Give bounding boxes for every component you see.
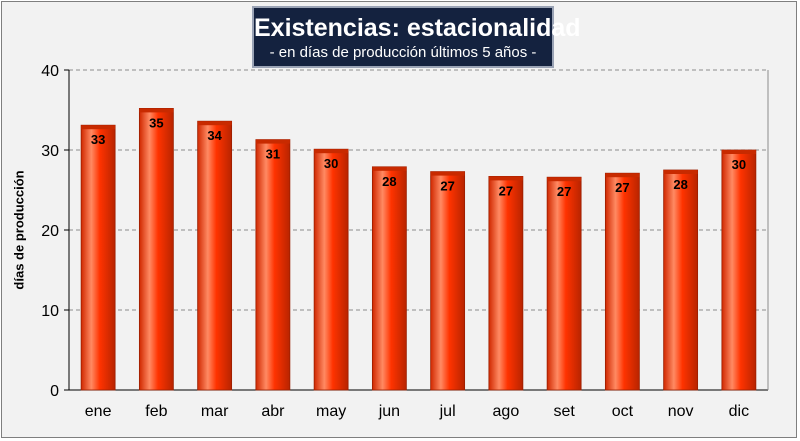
gridlines <box>69 69 768 311</box>
x-tick-label: jun <box>378 403 400 420</box>
axes <box>64 69 769 391</box>
bar-feb <box>138 108 174 391</box>
bar-may <box>313 148 349 391</box>
bar-value-label: 35 <box>149 115 163 130</box>
bar-value-label: 27 <box>557 184 571 199</box>
y-tick-label: 0 <box>50 383 59 400</box>
bar-top-jun <box>372 166 407 171</box>
bar-value-label: 27 <box>440 179 454 194</box>
bar-top-may <box>314 149 349 154</box>
bar-value-label: 28 <box>382 174 396 189</box>
bar-value-label: 30 <box>324 156 338 171</box>
bar-value-label: 27 <box>499 183 513 198</box>
bar-value-label: 27 <box>615 180 629 195</box>
bar-value-label: 30 <box>732 157 746 172</box>
y-tick-label: 40 <box>41 63 59 80</box>
x-tick-label: ene <box>85 403 112 420</box>
x-tick-label: set <box>553 403 575 420</box>
y-tick-label: 20 <box>41 223 59 240</box>
x-tick-label: jul <box>439 403 456 420</box>
bar-dic <box>721 149 757 391</box>
bar-top-dic <box>721 150 756 154</box>
bar-top-oct <box>605 173 640 178</box>
bar-top-set <box>547 177 582 182</box>
bar-top-ene <box>81 125 116 130</box>
x-tick-label: feb <box>145 403 167 420</box>
bar-top-mar <box>197 121 232 126</box>
x-tick-label: dic <box>729 403 749 420</box>
y-tick-labels: 0 10 20 30 40 <box>41 63 59 400</box>
bar-value-label: 33 <box>91 132 105 147</box>
bar-value-label: 31 <box>266 147 280 162</box>
bar-set <box>546 176 582 391</box>
bar-value-label: 34 <box>207 128 222 143</box>
x-tick-label: nov <box>668 403 694 420</box>
bar-jun <box>371 166 407 391</box>
chart-title: Existencias: estacionalidad <box>254 14 581 42</box>
bar-top-feb <box>139 108 174 113</box>
bar-top-jul <box>430 171 465 176</box>
x-tick-label: mar <box>201 403 229 420</box>
bar-mar <box>197 120 233 391</box>
bar-abr <box>255 139 291 391</box>
chart-title-box: Existencias: estacionalidad - en días de… <box>252 6 581 68</box>
y-tick-label: 30 <box>41 143 59 160</box>
bar-value-label: 28 <box>673 177 687 192</box>
chart-subtitle: - en días de producción últimos 5 años - <box>269 44 537 61</box>
x-tick-label: may <box>316 403 346 420</box>
bar-ene <box>80 124 116 391</box>
bars: 33 35 34 31 30 28 27 27 27 27 28 30 <box>80 108 757 391</box>
y-tick-label: 10 <box>41 303 59 320</box>
bar-top-abr <box>255 139 290 144</box>
bar-ago <box>488 175 524 391</box>
bar-nov <box>663 169 699 391</box>
x-tick-label: oct <box>612 403 634 420</box>
x-tick-labels: ene feb mar abr may jun jul ago set oct nov dic <box>85 403 749 420</box>
x-tick-label: abr <box>261 403 285 420</box>
bar-oct <box>604 172 640 391</box>
x-tick-label: ago <box>493 403 520 420</box>
bar-top-ago <box>488 176 523 181</box>
bar-jul <box>430 171 466 391</box>
bar-top-nov <box>663 170 698 174</box>
